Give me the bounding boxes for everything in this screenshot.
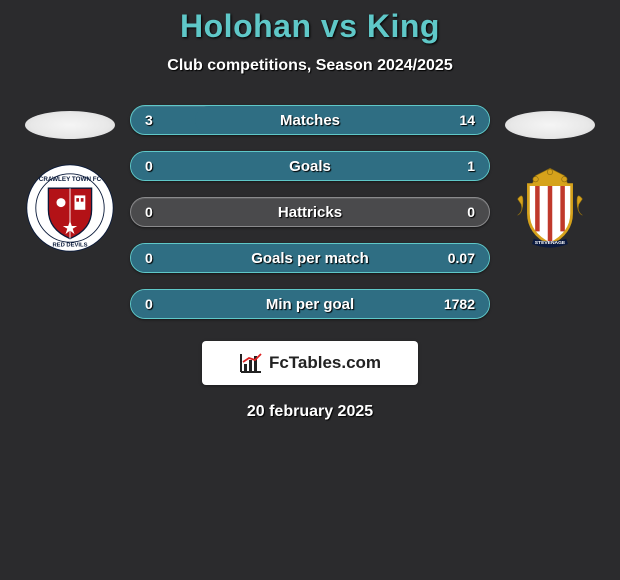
svg-text:RED DEVILS: RED DEVILS bbox=[52, 243, 87, 249]
svg-text:STEVENAGE: STEVENAGE bbox=[535, 240, 566, 246]
stat-value-left: 0 bbox=[145, 250, 153, 266]
date-line: 20 february 2025 bbox=[0, 403, 620, 421]
stat-fill bbox=[195, 106, 489, 134]
stat-bars: 3 Matches 14 0 Goals 1 0 Hattricks 0 0 Goals per m… bbox=[130, 105, 490, 319]
player-silhouette-right bbox=[505, 111, 595, 139]
stevenage-crest-icon: STEVENAGE bbox=[505, 163, 595, 253]
subtitle: Club competitions, Season 2024/2025 bbox=[0, 57, 620, 75]
stat-value-left: 3 bbox=[145, 112, 153, 128]
stat-value-left: 0 bbox=[145, 296, 153, 312]
crest-right: STEVENAGE bbox=[505, 163, 595, 253]
stat-value-right: 0.07 bbox=[448, 250, 475, 266]
svg-text:CRAWLEY TOWN FC: CRAWLEY TOWN FC bbox=[39, 176, 102, 183]
right-column: STEVENAGE bbox=[500, 105, 600, 253]
stat-value-left: 0 bbox=[145, 158, 153, 174]
player-silhouette-left bbox=[25, 111, 115, 139]
stat-value-right: 1782 bbox=[444, 296, 475, 312]
crest-left: CRAWLEY TOWN FC RED DEVILS bbox=[25, 163, 115, 253]
stat-label: Goals per match bbox=[251, 250, 369, 267]
stat-label: Matches bbox=[280, 112, 340, 129]
crawley-crest-icon: CRAWLEY TOWN FC RED DEVILS bbox=[25, 163, 115, 253]
stat-label: Hattricks bbox=[278, 204, 342, 221]
stat-bar: 0 Hattricks 0 bbox=[130, 197, 490, 227]
brand-badge[interactable]: FcTables.com bbox=[202, 341, 418, 385]
stat-value-right: 0 bbox=[467, 204, 475, 220]
stat-bar: 3 Matches 14 bbox=[130, 105, 490, 135]
stat-value-left: 0 bbox=[145, 204, 153, 220]
stat-label: Min per goal bbox=[266, 296, 354, 313]
root: Holohan vs King Club competitions, Seaso… bbox=[0, 0, 620, 421]
stat-bar: 0 Min per goal 1782 bbox=[130, 289, 490, 319]
page-title: Holohan vs King bbox=[0, 8, 620, 45]
stat-bar: 0 Goals per match 0.07 bbox=[130, 243, 490, 273]
brand-text: FcTables.com bbox=[269, 353, 381, 373]
stat-value-right: 1 bbox=[467, 158, 475, 174]
stat-value-right: 14 bbox=[459, 112, 475, 128]
bar-chart-icon bbox=[239, 352, 263, 374]
stats-area: CRAWLEY TOWN FC RED DEVILS 3 Matches 14 0 Go… bbox=[0, 105, 620, 319]
stat-label: Goals bbox=[289, 158, 331, 175]
stat-bar: 0 Goals 1 bbox=[130, 151, 490, 181]
left-column: CRAWLEY TOWN FC RED DEVILS bbox=[20, 105, 120, 253]
